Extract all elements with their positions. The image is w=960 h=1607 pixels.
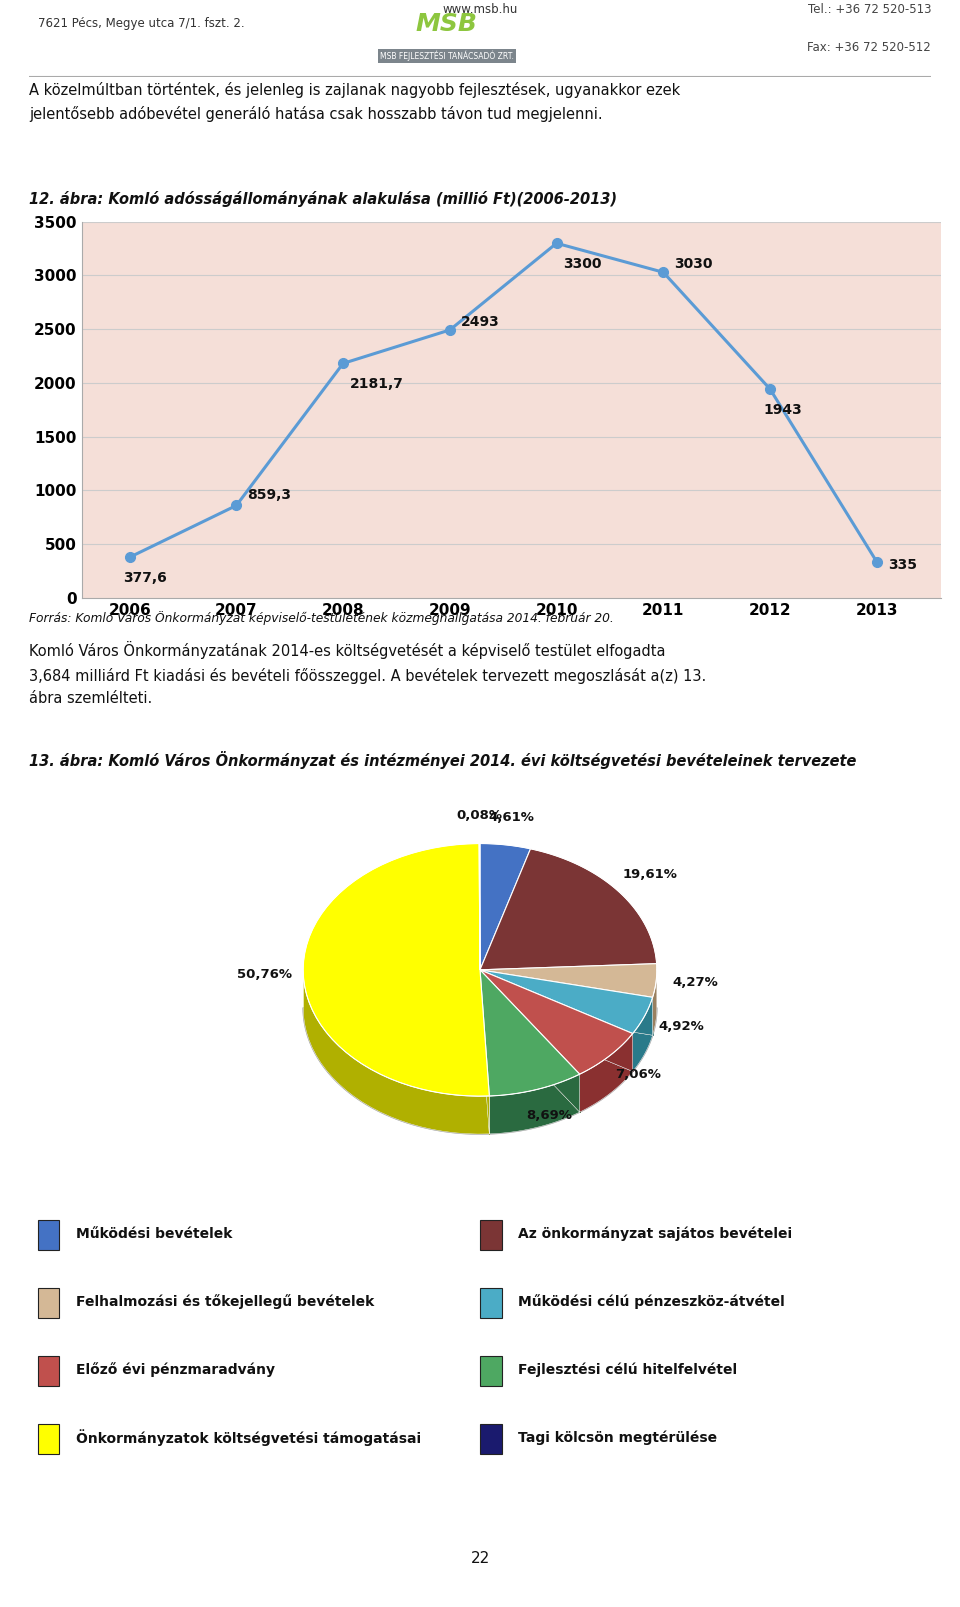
Text: 13. ábra: Komló Város Önkormányzat és intézményei 2014. évi költségvetési bevéte: 13. ábra: Komló Város Önkormányzat és in… bbox=[29, 750, 856, 770]
Polygon shape bbox=[480, 971, 633, 1073]
Polygon shape bbox=[303, 844, 490, 1096]
Text: 12. ábra: Komló adósságállományának alakulása (millió Ft)(2006-2013): 12. ábra: Komló adósságállományának alak… bbox=[29, 191, 616, 207]
Text: Előző évi pénzmaradvány: Előző évi pénzmaradvány bbox=[76, 1363, 275, 1377]
Polygon shape bbox=[303, 1008, 657, 1135]
Polygon shape bbox=[480, 971, 633, 1072]
Text: 50,76%: 50,76% bbox=[237, 967, 292, 980]
FancyBboxPatch shape bbox=[480, 1356, 502, 1387]
Text: 4,61%: 4,61% bbox=[489, 812, 534, 824]
Text: Felhalmozási és tőkejellegű bevételek: Felhalmozási és tőkejellegű bevételek bbox=[76, 1294, 374, 1310]
Polygon shape bbox=[303, 977, 490, 1135]
Text: 19,61%: 19,61% bbox=[622, 868, 677, 881]
Text: Működési bevételek: Működési bevételek bbox=[76, 1226, 232, 1241]
Polygon shape bbox=[480, 971, 490, 1135]
Text: Forrás: Komló Város Önkormányzat képviselő-testületének közmeghallgatása 2014. f: Forrás: Komló Város Önkormányzat képvise… bbox=[29, 611, 613, 625]
Polygon shape bbox=[480, 964, 657, 998]
Polygon shape bbox=[480, 971, 653, 1035]
Text: 4,27%: 4,27% bbox=[672, 977, 718, 990]
Polygon shape bbox=[480, 971, 653, 1033]
Polygon shape bbox=[480, 848, 657, 971]
Text: 22: 22 bbox=[470, 1551, 490, 1567]
Text: Fax: +36 72 520-512: Fax: +36 72 520-512 bbox=[807, 42, 931, 55]
FancyBboxPatch shape bbox=[480, 1289, 502, 1318]
FancyBboxPatch shape bbox=[37, 1424, 60, 1454]
Polygon shape bbox=[480, 971, 580, 1112]
FancyBboxPatch shape bbox=[37, 1220, 60, 1250]
Polygon shape bbox=[653, 971, 657, 1035]
Text: Fejlesztési célú hitelfelvétel: Fejlesztési célú hitelfelvétel bbox=[517, 1363, 737, 1377]
Polygon shape bbox=[480, 971, 490, 1135]
Polygon shape bbox=[480, 844, 531, 971]
Polygon shape bbox=[480, 971, 580, 1096]
Text: 859,3: 859,3 bbox=[248, 487, 292, 501]
FancyBboxPatch shape bbox=[480, 1220, 502, 1250]
Polygon shape bbox=[480, 971, 633, 1072]
Text: Működési célú pénzeszköz-átvétel: Működési célú pénzeszköz-átvétel bbox=[517, 1294, 784, 1310]
Text: MSB: MSB bbox=[416, 13, 478, 37]
Text: 7621 Pécs, Megye utca 7/1. fszt. 2.: 7621 Pécs, Megye utca 7/1. fszt. 2. bbox=[38, 18, 245, 31]
Text: Az önkormányzat sajátos bevételei: Az önkormányzat sajátos bevételei bbox=[517, 1226, 792, 1241]
Text: 1943: 1943 bbox=[763, 403, 802, 418]
Text: 8,69%: 8,69% bbox=[526, 1109, 572, 1122]
Text: 2181,7: 2181,7 bbox=[350, 378, 404, 392]
Text: 0,08%: 0,08% bbox=[456, 810, 502, 823]
FancyBboxPatch shape bbox=[37, 1289, 60, 1318]
Text: www.msb.hu: www.msb.hu bbox=[443, 3, 517, 16]
Polygon shape bbox=[480, 971, 653, 1035]
Text: MSB FEJLESZTÉSI TANÁCSADÓ ZRT.: MSB FEJLESZTÉSI TANÁCSADÓ ZRT. bbox=[380, 51, 514, 61]
Text: 335: 335 bbox=[888, 558, 917, 572]
Text: 3030: 3030 bbox=[675, 257, 713, 272]
Text: 4,92%: 4,92% bbox=[658, 1019, 704, 1033]
Text: Komló Város Önkormányzatának 2014-es költségvetését a képviselő testület elfogad: Komló Város Önkormányzatának 2014-es köl… bbox=[29, 641, 706, 707]
Text: 7,06%: 7,06% bbox=[615, 1069, 660, 1082]
Text: Tel.: +36 72 520-513: Tel.: +36 72 520-513 bbox=[807, 3, 931, 16]
FancyBboxPatch shape bbox=[37, 1356, 60, 1387]
Text: Önkormányzatok költségvetési támogatásai: Önkormányzatok költségvetési támogatásai bbox=[76, 1429, 420, 1446]
Text: Tagi kölcsön megtérülése: Tagi kölcsön megtérülése bbox=[517, 1430, 717, 1445]
Text: 3300: 3300 bbox=[564, 257, 602, 272]
FancyBboxPatch shape bbox=[480, 1424, 502, 1454]
Polygon shape bbox=[633, 998, 653, 1072]
Text: 2493: 2493 bbox=[461, 315, 500, 329]
Polygon shape bbox=[490, 1073, 580, 1135]
Text: A közelmúltban történtek, és jelenleg is zajlanak nagyobb fejlesztések, ugyanakk: A közelmúltban történtek, és jelenleg is… bbox=[29, 82, 680, 122]
Polygon shape bbox=[580, 1033, 633, 1112]
Text: 377,6: 377,6 bbox=[123, 570, 166, 585]
Polygon shape bbox=[480, 971, 580, 1112]
